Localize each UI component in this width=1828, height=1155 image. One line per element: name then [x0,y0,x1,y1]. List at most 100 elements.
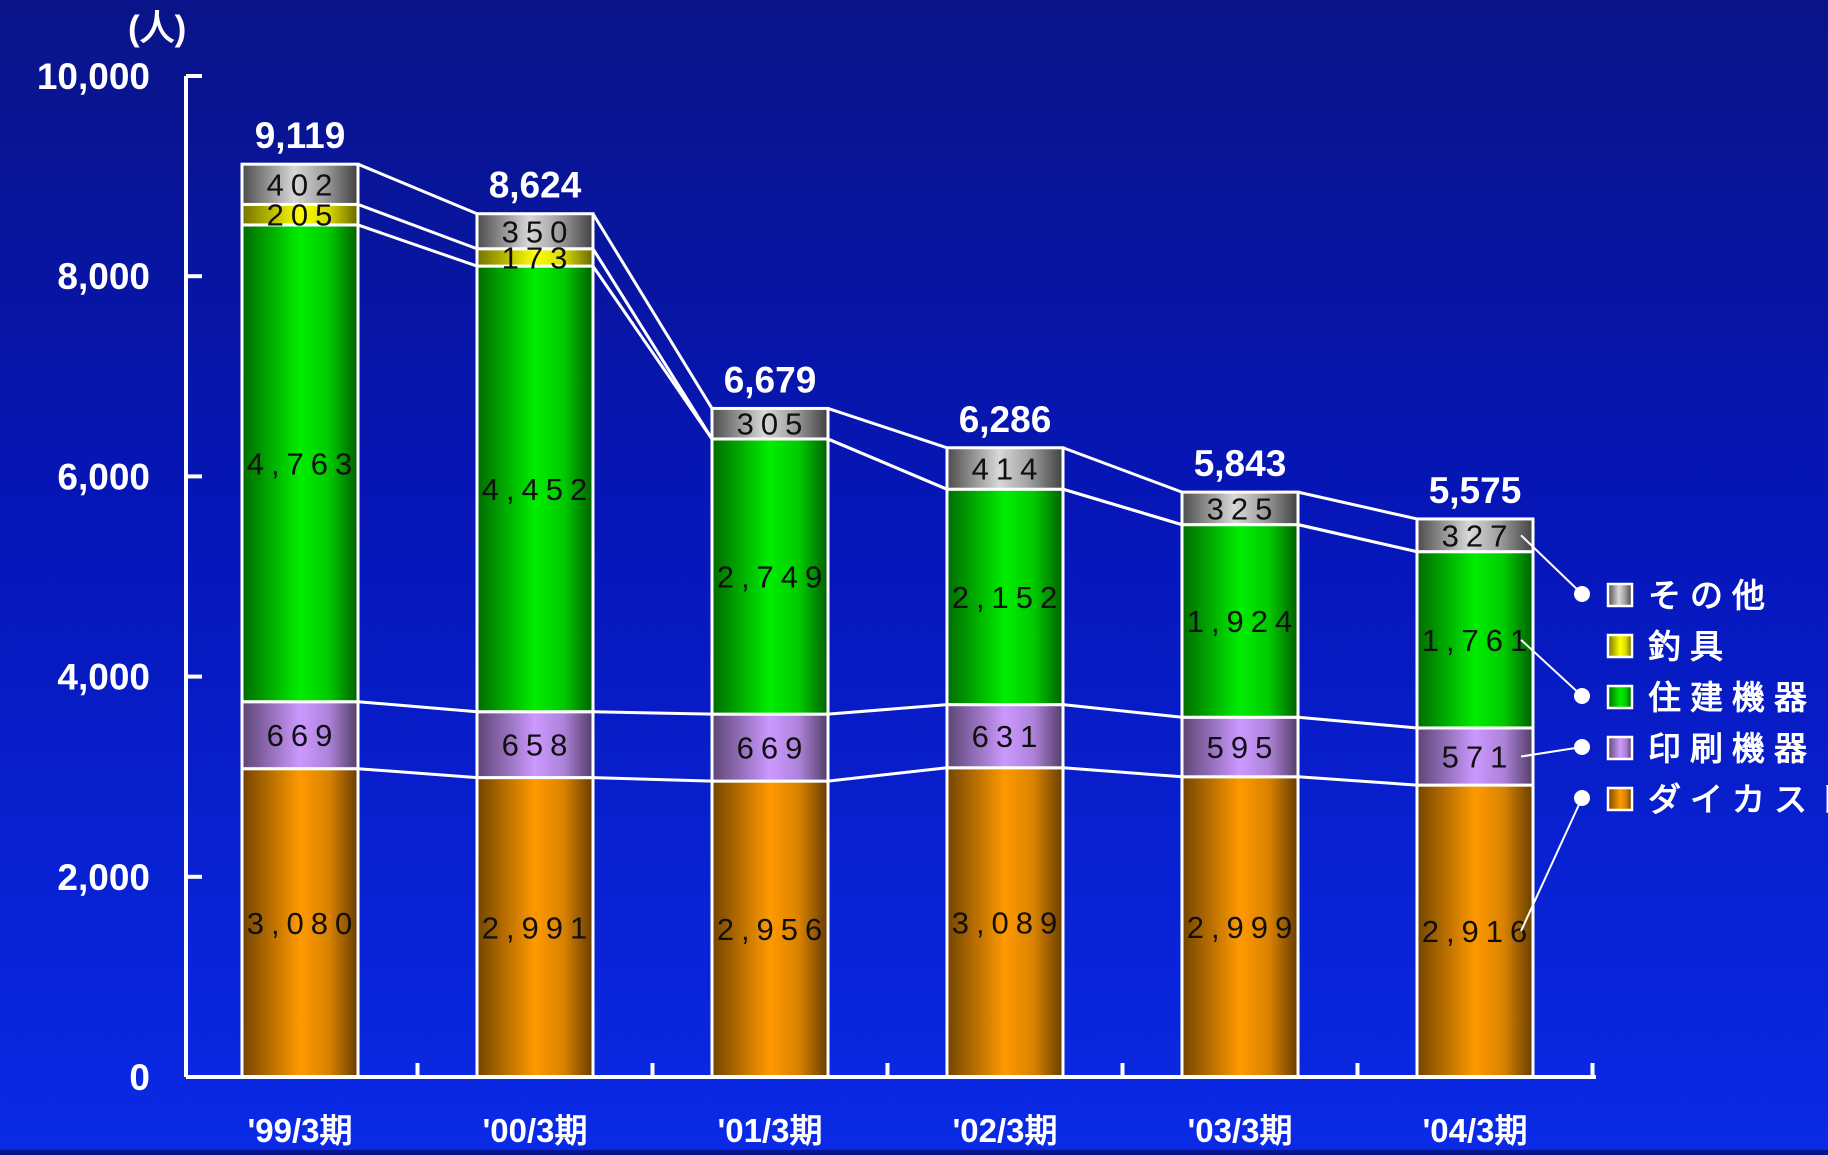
segment-value-label: 2,749 [717,560,830,595]
legend-label: その他 [1648,577,1774,614]
segment-value-label: 4,452 [482,472,595,507]
bar-segment [475,264,595,714]
segment-value-label: 205 [267,198,340,233]
legend-swatch [1606,582,1634,608]
x-tick-label: '04/3期 [1422,1112,1527,1149]
total-label: 6,679 [724,359,817,400]
bar-segment [1180,490,1300,527]
segment-value-label: 3,080 [247,906,360,941]
bar-segment [240,700,360,771]
legend-swatch [1606,684,1634,710]
segment-connector-lines [357,162,1418,787]
segment-value-label: 414 [972,451,1045,486]
segment-value-label: 669 [737,731,810,766]
bar-segment [945,487,1065,707]
legend-label: 釣具 [1648,628,1732,665]
segment-value-label: 350 [502,214,575,249]
legend-leader-dot [1574,739,1590,755]
bar-segment [1415,550,1535,730]
segment-value-label: 3,089 [952,905,1065,940]
total-label: 9,119 [255,115,346,156]
connector-line [591,265,714,440]
segment-value-label: 2,999 [1187,910,1300,945]
y-tick-label: 4,000 [57,657,150,698]
connector-line [591,212,714,410]
connector-line [827,437,948,491]
connector-line [357,223,478,268]
connector-line [1297,523,1418,554]
segment-value-label: 595 [1207,730,1280,765]
segment-value-label: 631 [972,719,1045,754]
segment-value-label: 2,916 [1422,914,1535,949]
y-tick-label: 2,000 [57,857,150,898]
legend-leader-line [1520,534,1583,595]
segment-value-label: 4,763 [247,446,360,481]
total-label: 5,843 [1194,443,1287,484]
bar-segment [710,437,830,716]
connector-line [357,700,478,714]
connector-line [591,247,714,440]
axes: 0 2,000 4,000 6,000 8,000 10,000 (人) [37,9,1596,1098]
connector-line [1297,775,1418,787]
segment-value-label: 402 [267,167,340,202]
bar-segment [710,712,830,783]
y-tick-label: 8,000 [57,256,150,297]
bar-segment [710,779,830,1079]
legend-label: ダイカスト [1648,781,1828,818]
segment-value-label: 173 [502,240,575,275]
x-tick-label: '02/3期 [952,1112,1057,1149]
y-tick-label: 0 [129,1057,150,1098]
segment-value-label: 571 [1442,740,1515,775]
connector-line [357,767,478,780]
segment-value-label: 2,152 [952,580,1065,615]
connector-line [592,776,713,783]
segment-value-label: 305 [737,407,810,442]
x-tick-label: '03/3期 [1187,1112,1292,1149]
segment-value-label: 658 [502,728,575,763]
segment-value-label: 669 [267,718,340,753]
legend-leader-dot [1574,790,1590,806]
legend-leader-dot [1574,586,1590,602]
connector-line [1062,766,1183,779]
legend-leader-line [1520,639,1583,697]
legend-label: 印刷機器 [1648,730,1816,767]
legend-swatch [1606,786,1634,812]
legend: その他釣具住建機器印刷機器ダイカスト [1520,534,1828,932]
bar-segment [1415,783,1535,1079]
bar-segment [475,212,595,251]
bar-segment [945,766,1065,1079]
connector-line [592,710,713,716]
x-tick-label: '99/3期 [247,1112,352,1149]
total-label: 8,624 [489,165,582,206]
connector-line [827,766,948,783]
segment-value-label: 325 [1207,491,1280,526]
bar-segment [945,703,1065,770]
bar-segment [1415,517,1535,554]
legend-leader-line [1520,797,1583,932]
legend-leader-dot [1574,688,1590,704]
bar-segment [710,406,830,441]
bar-segment [1180,523,1300,719]
connector-line [357,162,478,216]
bar-segment [945,446,1065,491]
y-tick-label: 6,000 [57,456,150,497]
connector-line [1062,446,1183,494]
total-label: 5,575 [1429,470,1522,511]
segment-value-label: 327 [1442,518,1515,553]
x-tick-label: '01/3期 [717,1112,822,1149]
x-tick-label: '00/3期 [482,1112,587,1149]
segment-value-label: 1,761 [1422,623,1535,658]
y-axis-unit-label: (人) [128,9,186,48]
connector-line [1297,715,1418,730]
total-label: 6,286 [959,399,1052,440]
legend-label: 住建機器 [1648,679,1816,716]
segment-value-label: 2,991 [482,910,595,945]
segment-value-label: 2,956 [717,912,830,947]
y-tick-label: 10,000 [37,56,150,97]
connector-line [1062,703,1183,719]
legend-swatch [1606,735,1634,761]
legend-swatch [1606,633,1634,659]
